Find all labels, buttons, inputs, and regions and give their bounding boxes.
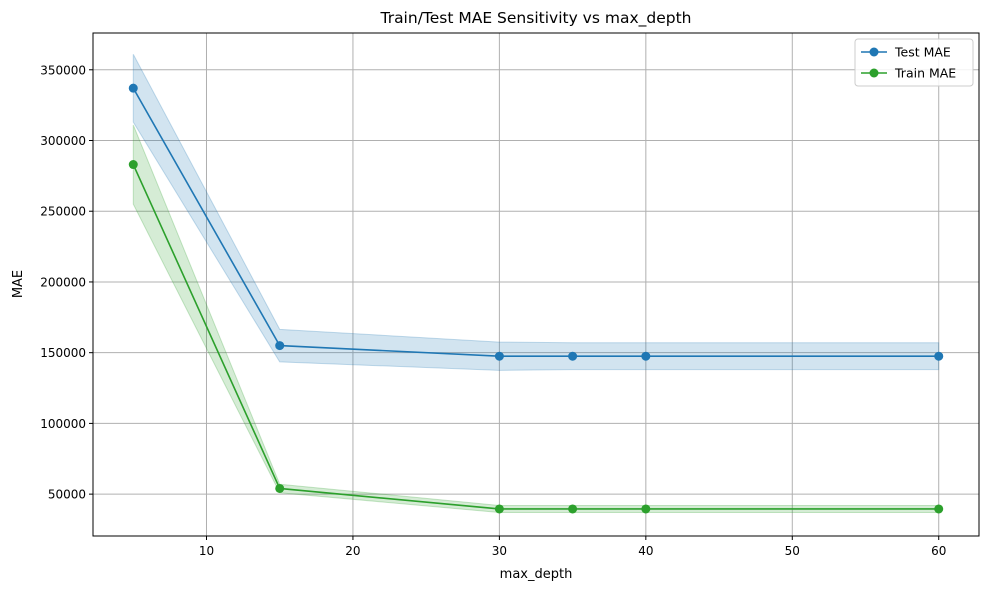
y-tick-label: 250000	[40, 205, 86, 219]
x-tick-label: 20	[345, 544, 360, 558]
legend-box	[854, 38, 974, 87]
legend-test-mae-marker	[869, 47, 879, 57]
test-mae-point	[128, 83, 138, 93]
x-tick-label: 50	[785, 544, 800, 558]
test-mae-line	[132, 87, 939, 358]
y-tick-label: 100000	[40, 417, 86, 431]
train-mae-point	[275, 483, 285, 493]
x-tick-label: 30	[492, 544, 507, 558]
legend-train-mae-marker	[869, 68, 879, 78]
test-mae-point	[275, 341, 285, 351]
legend-test-mae-label: Test MAE	[894, 45, 951, 60]
y-axis-label: MAE	[11, 270, 26, 298]
train-mae-line	[132, 164, 939, 510]
data-points	[128, 83, 944, 514]
plot-frame	[92, 32, 980, 537]
test-mae-band	[132, 53, 940, 371]
test-mae-point	[641, 351, 651, 361]
x-axis-ticks: 10 20 30 40 50 60	[199, 536, 946, 558]
chart-title: Train/Test MAE Sensitivity vs max_depth	[380, 9, 692, 28]
x-tick-label: 60	[931, 544, 946, 558]
x-axis-label: max_depth	[500, 567, 573, 582]
series-lines	[132, 87, 939, 510]
x-tick-label: 40	[638, 544, 653, 558]
train-mae-point	[494, 504, 504, 514]
train-mae-point	[128, 160, 138, 170]
y-tick-label: 200000	[40, 275, 86, 289]
legend-train-mae-label: Train MAE	[894, 66, 956, 81]
legend: Test MAE Train MAE	[854, 38, 974, 87]
train-mae-point	[641, 504, 651, 514]
train-mae-point	[934, 504, 944, 514]
test-mae-point	[568, 351, 578, 361]
x-tick-label: 10	[199, 544, 214, 558]
y-tick-label: 300000	[40, 134, 86, 148]
train-mae-point	[568, 504, 578, 514]
y-axis-ticks: 50000 100000 150000 200000 250000 300000 35000…	[40, 63, 93, 502]
y-tick-label: 150000	[40, 346, 86, 360]
y-tick-label: 50000	[48, 488, 86, 502]
grid	[93, 33, 979, 536]
y-tick-label: 350000	[40, 63, 86, 77]
test-mae-point	[934, 351, 944, 361]
test-mae-point	[494, 351, 504, 361]
